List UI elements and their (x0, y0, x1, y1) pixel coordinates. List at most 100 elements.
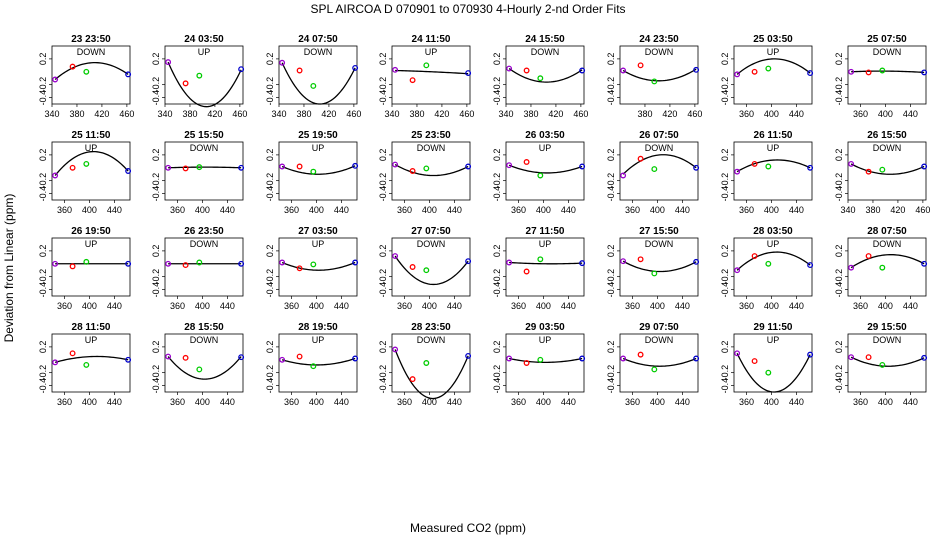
y-tick-label: -0.2 (606, 77, 616, 93)
y-tick-label: 0.2 (606, 149, 616, 162)
point-mid1 (751, 68, 758, 75)
x-tick-label: 420 (890, 205, 905, 215)
point-mid2 (765, 369, 772, 376)
point-mid2 (879, 67, 886, 74)
x-tick-label: 360 (739, 109, 754, 119)
point-high (693, 66, 700, 73)
y-tick-label: 0.2 (720, 245, 730, 258)
y-tick-label: 0.2 (720, 53, 730, 66)
panel-title: 29 03:50 (525, 322, 565, 333)
point-mid2 (765, 65, 772, 72)
panel-frame (164, 45, 244, 105)
point-high (352, 259, 359, 266)
panel-27: 28 19:50 UP -0.4-0.2 0.2 360 400 440 (265, 322, 359, 407)
point-mid1 (751, 358, 758, 365)
panel-frame (847, 333, 927, 393)
point-high (352, 355, 359, 362)
y-tick-label: -0.4 (720, 186, 730, 202)
panel-frame (733, 141, 813, 201)
panel-frame (619, 237, 699, 297)
point-high (125, 168, 132, 174)
panel-1: 23 23:50 DOWN -0.4-0.2 0.2 340 380 420 460 (38, 34, 134, 119)
panel-frame (619, 45, 699, 105)
panel-direction: UP (425, 47, 438, 57)
panel-30: 29 07:50 DOWN -0.4-0.2 0.2 360 400 440 (606, 322, 700, 407)
y-tick-label: -0.2 (720, 269, 730, 285)
panel-direction: DOWN (873, 239, 902, 249)
x-tick-label: 360 (853, 109, 868, 119)
point-high (921, 260, 928, 267)
y-tick-label: -0.2 (378, 77, 388, 93)
y-axis-label: Deviation from Linear (ppm) (2, 194, 16, 343)
x-tick-label: 400 (878, 397, 893, 407)
point-high (352, 64, 359, 71)
point-mid2 (651, 366, 658, 373)
y-tick-label: -0.2 (151, 269, 161, 285)
point-mid1 (751, 160, 758, 167)
x-tick-label: 420 (321, 109, 336, 119)
panel-direction: UP (85, 239, 98, 249)
x-tick-label: 360 (511, 205, 526, 215)
panel-28: 28 23:50 DOWN -0.4-0.2 0.2 360 400 440 (378, 322, 472, 407)
x-tick-label: 400 (309, 301, 324, 311)
x-tick-label: 400 (195, 301, 210, 311)
x-tick-label: 440 (220, 397, 235, 407)
panel-direction: DOWN (417, 239, 446, 249)
point-mid1 (523, 159, 530, 165)
panel-8: 25 07:50 DOWN -0.4-0.2 0.2 360 400 440 (834, 34, 928, 119)
point-mid1 (865, 168, 872, 175)
x-tick-label: 360 (57, 397, 72, 407)
point-high (921, 69, 928, 76)
point-mid2 (83, 68, 90, 75)
y-tick-label: 0.2 (720, 341, 730, 354)
y-tick-label: 0.2 (378, 341, 388, 354)
panel-direction: UP (85, 335, 98, 345)
point-mid2 (310, 261, 317, 268)
y-tick-label: -0.4 (492, 378, 502, 394)
y-tick-label: 0.2 (492, 245, 502, 258)
point-low (165, 59, 172, 66)
panel-title: 25 03:50 (753, 34, 793, 45)
fit-curve (281, 165, 356, 175)
x-tick-label: 420 (548, 109, 563, 119)
fit-curve (508, 68, 583, 83)
y-tick-label: -0.2 (720, 173, 730, 189)
panel-frame (164, 333, 244, 393)
point-mid1 (523, 268, 530, 275)
x-tick-label: 460 (232, 109, 247, 119)
y-tick-label: 0.2 (151, 149, 161, 162)
point-high (465, 163, 472, 170)
y-tick-label: 0.2 (38, 245, 48, 258)
y-tick-label: -0.4 (151, 282, 161, 298)
point-high (807, 351, 814, 358)
x-tick-label: 360 (397, 301, 412, 311)
panel-32: 29 15:50 DOWN -0.4-0.2 0.2 360 400 440 (834, 322, 928, 407)
x-tick-label: 440 (447, 205, 462, 215)
y-tick-label: 0.2 (834, 149, 844, 162)
point-low (620, 67, 627, 74)
point-mid2 (83, 160, 90, 167)
fit-curve (509, 261, 583, 265)
panel-title: 23 23:50 (71, 34, 111, 45)
point-low (52, 172, 59, 179)
panel-frame (505, 237, 585, 297)
panel-title: 28 11:50 (72, 322, 111, 333)
point-high (579, 67, 586, 74)
point-mid2 (196, 164, 203, 171)
panel-4: 24 11:50 UP -0.4-0.2 0.2 340 380 420 460 (378, 34, 474, 119)
panel-14: 26 07:50 DOWN -0.4-0.2 0.2 360 400 440 (606, 130, 700, 215)
x-tick-label: 440 (107, 397, 122, 407)
panel-22: 27 15:50 DOWN -0.4-0.2 0.2 360 400 440 (606, 226, 700, 311)
y-tick-label: -0.2 (38, 269, 48, 285)
x-tick-label: 340 (498, 109, 513, 119)
panel-9: 25 11:50 UP -0.4-0.2 0.2 360 400 440 (38, 130, 132, 215)
fit-curve (736, 159, 811, 173)
panel-13: 26 03:50 UP -0.4-0.2 0.2 360 400 440 (492, 130, 586, 215)
y-tick-label: -0.4 (606, 282, 616, 298)
point-low (506, 162, 513, 169)
fit-curve (395, 69, 469, 75)
y-tick-label: -0.2 (492, 269, 502, 285)
point-mid2 (651, 78, 658, 85)
panel-title: 24 07:50 (298, 34, 338, 45)
